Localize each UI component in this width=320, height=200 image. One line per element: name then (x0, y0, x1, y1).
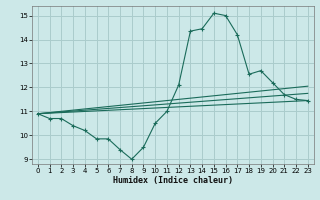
X-axis label: Humidex (Indice chaleur): Humidex (Indice chaleur) (113, 176, 233, 185)
